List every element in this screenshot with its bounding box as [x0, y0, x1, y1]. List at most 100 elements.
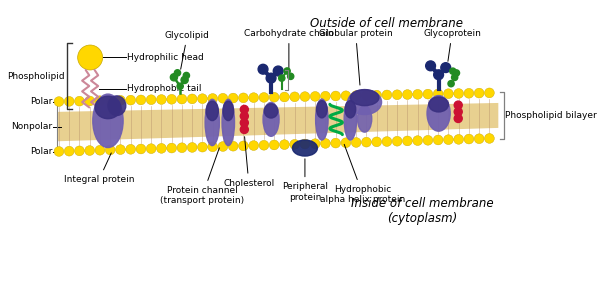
- Circle shape: [273, 66, 283, 76]
- Circle shape: [183, 72, 189, 79]
- Ellipse shape: [293, 140, 317, 156]
- Circle shape: [382, 137, 392, 146]
- Circle shape: [240, 119, 248, 127]
- Circle shape: [249, 141, 258, 150]
- Circle shape: [454, 89, 463, 98]
- Circle shape: [228, 93, 238, 103]
- Circle shape: [126, 95, 136, 105]
- Ellipse shape: [108, 96, 126, 115]
- Circle shape: [136, 95, 146, 105]
- Ellipse shape: [358, 105, 372, 132]
- Circle shape: [188, 94, 197, 104]
- Circle shape: [433, 135, 443, 145]
- Ellipse shape: [348, 90, 382, 115]
- Circle shape: [413, 136, 423, 146]
- Circle shape: [310, 92, 320, 101]
- Circle shape: [290, 139, 299, 149]
- Text: Phospholipid bilayer: Phospholipid bilayer: [505, 111, 597, 120]
- Circle shape: [448, 81, 454, 87]
- Circle shape: [181, 76, 188, 84]
- Circle shape: [433, 89, 443, 99]
- Circle shape: [167, 94, 177, 104]
- Text: Hydrophobic tail: Hydrophobic tail: [127, 84, 201, 93]
- Circle shape: [372, 90, 382, 100]
- Text: Carbohydrate chain: Carbohydrate chain: [244, 29, 334, 72]
- Circle shape: [266, 73, 276, 83]
- Text: Globular protein: Globular protein: [319, 29, 392, 85]
- Text: Polar: Polar: [30, 147, 53, 156]
- Circle shape: [208, 94, 218, 103]
- Circle shape: [310, 139, 320, 149]
- Circle shape: [269, 140, 279, 150]
- Circle shape: [249, 93, 258, 102]
- Circle shape: [75, 146, 84, 156]
- Circle shape: [259, 92, 269, 102]
- Circle shape: [240, 112, 248, 120]
- Circle shape: [341, 91, 351, 101]
- Ellipse shape: [345, 101, 356, 118]
- Circle shape: [239, 93, 248, 103]
- Ellipse shape: [429, 97, 448, 112]
- Circle shape: [279, 75, 285, 81]
- Circle shape: [300, 139, 310, 149]
- Ellipse shape: [206, 101, 218, 121]
- Circle shape: [198, 94, 207, 104]
- Circle shape: [105, 145, 115, 155]
- Ellipse shape: [222, 99, 234, 146]
- Text: Glycoprotein: Glycoprotein: [423, 29, 481, 61]
- Circle shape: [218, 93, 228, 103]
- Circle shape: [450, 68, 456, 74]
- Circle shape: [341, 138, 351, 148]
- Circle shape: [279, 140, 289, 150]
- Circle shape: [320, 91, 331, 101]
- Circle shape: [454, 108, 462, 116]
- Text: Outside of cell membrane: Outside of cell membrane: [311, 18, 463, 30]
- Circle shape: [170, 74, 177, 81]
- Circle shape: [240, 105, 248, 113]
- Circle shape: [362, 90, 371, 100]
- Circle shape: [239, 141, 248, 151]
- Circle shape: [434, 70, 444, 80]
- Circle shape: [188, 143, 197, 152]
- Circle shape: [423, 135, 433, 145]
- Ellipse shape: [264, 104, 278, 118]
- Text: Protein channel
(transport protein): Protein channel (transport protein): [160, 148, 245, 205]
- Circle shape: [78, 45, 103, 70]
- Text: Glycolipid: Glycolipid: [165, 31, 210, 69]
- Circle shape: [54, 97, 64, 106]
- Circle shape: [290, 92, 299, 102]
- Circle shape: [75, 96, 84, 106]
- Circle shape: [177, 94, 187, 104]
- Circle shape: [441, 63, 451, 73]
- Ellipse shape: [263, 102, 279, 136]
- Circle shape: [146, 95, 156, 105]
- Circle shape: [156, 144, 166, 153]
- Circle shape: [403, 136, 412, 146]
- Ellipse shape: [317, 101, 327, 118]
- Circle shape: [444, 135, 453, 145]
- Circle shape: [474, 88, 484, 98]
- Circle shape: [464, 88, 474, 98]
- Circle shape: [451, 74, 458, 81]
- Text: Inside of cell membrane
(cytoplasm): Inside of cell membrane (cytoplasm): [351, 197, 494, 225]
- Circle shape: [287, 73, 294, 79]
- Circle shape: [177, 83, 183, 89]
- Circle shape: [474, 134, 484, 144]
- Ellipse shape: [223, 101, 234, 121]
- Circle shape: [177, 143, 187, 153]
- Circle shape: [444, 89, 453, 99]
- Circle shape: [85, 96, 94, 106]
- Ellipse shape: [350, 90, 379, 106]
- Ellipse shape: [93, 94, 123, 148]
- Circle shape: [85, 146, 94, 156]
- Ellipse shape: [205, 99, 219, 146]
- Circle shape: [454, 134, 463, 144]
- Circle shape: [64, 96, 74, 106]
- Circle shape: [218, 141, 228, 152]
- Circle shape: [331, 138, 341, 148]
- Circle shape: [95, 145, 105, 155]
- Circle shape: [362, 137, 371, 147]
- Circle shape: [208, 142, 218, 152]
- Ellipse shape: [95, 96, 121, 119]
- Polygon shape: [57, 103, 498, 141]
